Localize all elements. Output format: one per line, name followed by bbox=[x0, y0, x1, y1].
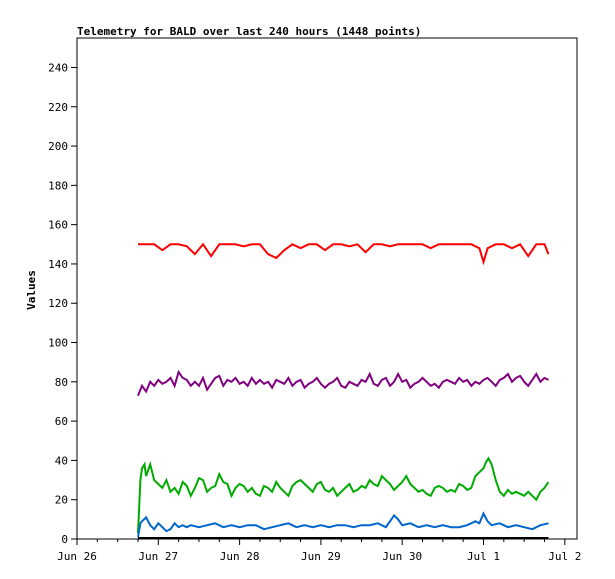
y-tick-label: 140 bbox=[48, 258, 68, 271]
y-tick-label: 0 bbox=[61, 533, 68, 546]
y-axis-label: Values bbox=[25, 270, 38, 310]
y-tick-label: 160 bbox=[48, 219, 68, 232]
y-tick-label: 80 bbox=[55, 376, 68, 389]
plot-frame bbox=[76, 37, 578, 540]
series-line-2 bbox=[137, 456, 550, 534]
y-tick-label: 100 bbox=[48, 337, 68, 350]
y-tick-label: 240 bbox=[48, 61, 68, 74]
y-tick-label: 60 bbox=[55, 415, 68, 428]
y-tick-label: 220 bbox=[48, 101, 68, 114]
series-line-0 bbox=[138, 242, 550, 266]
x-axis: Jun 26 Jun 27 Jun 28 Jun 29 Jun 30 Jul 1 Jul 2 bbox=[57, 539, 581, 563]
series-layer bbox=[137, 242, 550, 539]
x-tick-label: Jun 29 bbox=[301, 550, 341, 563]
series-line-3 bbox=[137, 511, 549, 538]
x-tick-label: Jul 1 bbox=[467, 550, 500, 563]
y-tick-label: 20 bbox=[55, 494, 68, 507]
x-tick-label: Jun 26 bbox=[57, 550, 97, 563]
x-tick-label: Jun 28 bbox=[220, 550, 260, 563]
series-line-1 bbox=[137, 369, 549, 396]
x-tick-label: Jun 30 bbox=[382, 550, 422, 563]
x-tick-label: Jul 2 bbox=[548, 550, 581, 563]
y-tick-label: 40 bbox=[55, 454, 68, 467]
y-axis: 0 20 40 60 80 100 120 140 160 180 200 220 240 bbox=[48, 61, 77, 546]
y-tick-label: 200 bbox=[48, 140, 68, 153]
y-tick-label: 180 bbox=[48, 179, 68, 192]
chart-title: Telemetry for BALD over last 240 hours (… bbox=[77, 25, 421, 38]
y-tick-label: 120 bbox=[48, 297, 68, 310]
x-tick-label: Jun 27 bbox=[138, 550, 178, 563]
